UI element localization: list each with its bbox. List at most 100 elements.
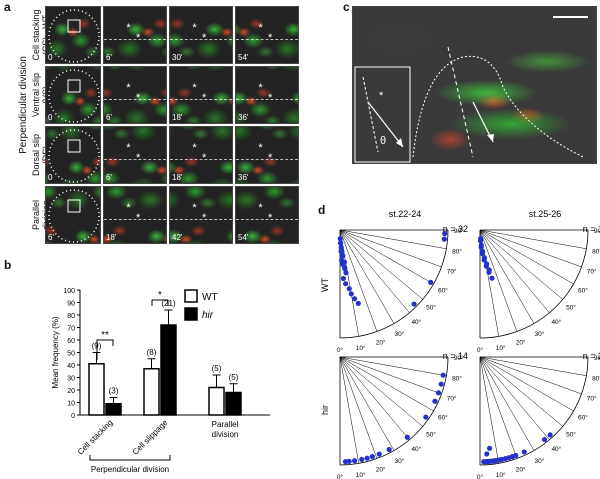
polar-ray [339, 356, 423, 427]
angle-label: 30° [534, 457, 544, 465]
time-label: 0 [48, 113, 53, 122]
angle-label: 50° [566, 303, 576, 311]
data-point [440, 372, 446, 378]
perpendicular-division-label: Perpendicular division [18, 56, 29, 154]
y-tick-label: 70 [67, 326, 75, 333]
data-point [489, 275, 495, 281]
time-label: 36' [238, 113, 249, 122]
angle-label: 70° [587, 268, 597, 276]
time-label: 0 [48, 53, 53, 62]
data-point [478, 236, 484, 242]
y-axis-label: Mean frequency (%) [51, 316, 60, 388]
polar-ray [339, 229, 410, 313]
data-point [343, 270, 349, 276]
angle-label: 80° [452, 375, 462, 383]
data-point [369, 454, 375, 460]
count-label: (21) [161, 299, 176, 308]
data-point [428, 279, 434, 285]
polar-ray [339, 229, 423, 300]
y-tick-label: 100 [63, 288, 75, 295]
angle-label: 20° [516, 466, 526, 474]
angle-label: 50° [426, 303, 436, 311]
time-label: 18' [172, 113, 183, 122]
count-label: (8) [147, 348, 157, 357]
count-label: (5) [229, 373, 239, 382]
group-bracket [89, 455, 171, 461]
data-point [364, 455, 370, 461]
time-label: 18' [172, 173, 183, 182]
category-label-part: Parallel [212, 420, 239, 429]
data-point [338, 246, 344, 252]
angle-label: 40° [551, 318, 561, 326]
polar-ray [479, 356, 587, 377]
angle-label: 0° [477, 473, 484, 479]
legend-label: hir [202, 310, 214, 321]
data-point [547, 432, 553, 438]
angle-label: 90° [594, 227, 600, 235]
panel-d-polar-plots: st.22-24 st.25-26 WT hir 0° 10° 20° 30° 40° 50° 60… [320, 209, 600, 479]
n-label: n = 14 [443, 351, 468, 361]
polar-ray [339, 356, 434, 412]
data-point [404, 434, 410, 440]
polar-ray [339, 229, 395, 324]
time-label: 0 [48, 173, 53, 182]
polar-arc [339, 356, 449, 466]
polar-ray [339, 356, 410, 440]
data-point [481, 255, 487, 261]
angle-label: 50° [566, 430, 576, 438]
y-tick-label: 30 [67, 376, 75, 383]
group-label: Perpendicular division [91, 465, 169, 474]
column-label: st.25-26 [529, 209, 562, 219]
data-point [355, 300, 361, 306]
polar-ray [339, 229, 442, 268]
angle-label: 40° [411, 445, 421, 453]
polar-ray [339, 356, 395, 451]
y-tick-label: 50 [67, 351, 75, 358]
micrograph-frame: * * 6' [103, 6, 167, 64]
bar [143, 368, 160, 416]
data-point [346, 458, 352, 464]
angle-label: 0° [477, 346, 484, 354]
time-label: 36' [238, 173, 249, 182]
angle-label: 40° [411, 318, 421, 326]
micrograph-frame: * * 6' [103, 66, 167, 124]
data-point [441, 236, 447, 242]
angle-label: 50° [426, 430, 436, 438]
polar-arc [479, 229, 589, 339]
y-tick-label: 0 [71, 413, 75, 420]
time-label: 6' [48, 233, 54, 242]
polar-ray [339, 229, 447, 250]
column-label: st.22-24 [389, 209, 422, 219]
polar-ray [479, 229, 563, 300]
row-label: WT [320, 278, 330, 292]
y-tick-label: 60 [67, 338, 75, 345]
panel-letter-d: d [318, 203, 326, 217]
row-label: hir [320, 405, 330, 415]
polar-ray [339, 356, 447, 377]
data-point [411, 301, 417, 307]
polar-ray [479, 229, 518, 332]
theta-label: θ [380, 135, 387, 147]
category-label: Cell stacking [76, 418, 114, 456]
data-point [521, 449, 527, 455]
bar [88, 363, 105, 416]
legend-swatch [184, 307, 198, 321]
angle-label: 60° [578, 413, 588, 421]
angle-label: 90° [454, 227, 464, 235]
bar [208, 386, 225, 416]
polar-ray [339, 229, 434, 285]
angle-label: 80° [592, 375, 600, 383]
polar-ray [479, 356, 518, 459]
data-point [513, 452, 519, 459]
data-point [486, 445, 493, 451]
time-label: 18' [106, 233, 117, 242]
panel-letter-c: c [343, 0, 350, 14]
significance-label: ** [101, 330, 109, 341]
y-tick-label: 20 [67, 388, 75, 395]
legend-swatch [184, 289, 198, 303]
time-label: 54' [238, 233, 249, 242]
y-tick-label: 80 [67, 313, 75, 320]
micrograph-frame: * * 54' [235, 186, 299, 244]
data-point [359, 456, 365, 463]
angle-label: 20° [516, 339, 526, 347]
